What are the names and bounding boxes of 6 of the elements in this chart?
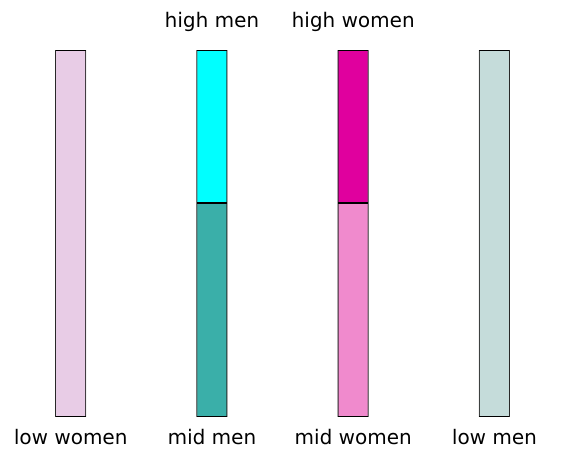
text: high women bbox=[292, 8, 415, 32]
x-tick-label: low women bbox=[14, 425, 128, 450]
x-tick-label: mid men bbox=[168, 425, 256, 450]
x-tick-label: low men bbox=[452, 425, 537, 450]
text: high men bbox=[164, 8, 260, 32]
x-tick-label: mid women bbox=[294, 425, 412, 450]
